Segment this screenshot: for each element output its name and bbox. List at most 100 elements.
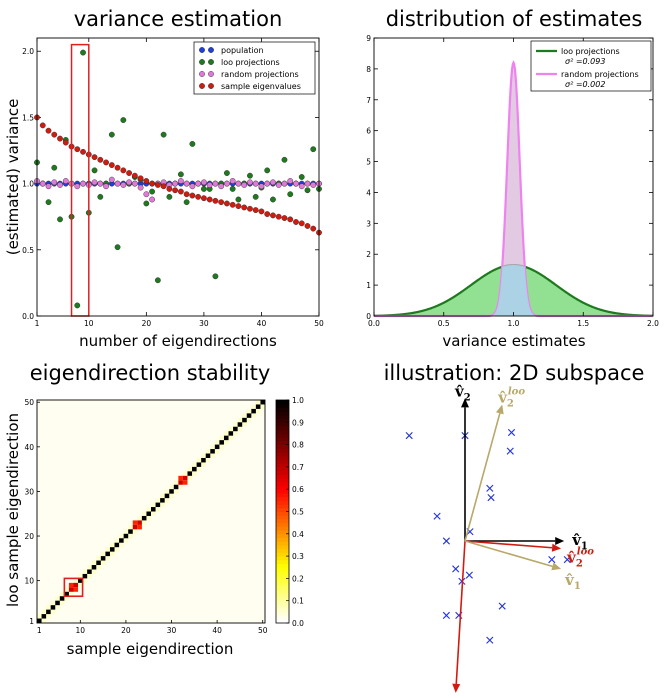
vector-v1-random bbox=[464, 540, 553, 568]
heatmap-cell bbox=[219, 444, 224, 450]
heatmap-cell bbox=[59, 591, 65, 597]
heatmap-cell bbox=[210, 453, 215, 458]
heatmap-cell bbox=[100, 556, 106, 561]
heatmap-cell bbox=[141, 515, 147, 521]
colorbar-cell bbox=[276, 444, 289, 449]
vector-label-superscript: loo bbox=[577, 546, 594, 557]
heatmap-cell bbox=[223, 440, 229, 445]
point-random-projections bbox=[298, 183, 305, 190]
point-random-projections bbox=[120, 182, 127, 188]
colorbar-label: 0.9 bbox=[292, 418, 304, 427]
variance-estimation-ylabel: (estimated) variance bbox=[4, 99, 22, 256]
data-point bbox=[506, 447, 514, 455]
heatmap-cell bbox=[214, 449, 220, 454]
point-random-projections bbox=[229, 178, 236, 184]
point-loo-projections bbox=[229, 186, 236, 192]
heatmap-cell bbox=[151, 511, 156, 516]
point-loo-projections bbox=[200, 186, 207, 192]
point-loo-projections bbox=[74, 302, 81, 309]
point-loo-projections bbox=[114, 244, 121, 251]
heatmap-cell bbox=[96, 560, 101, 566]
point-sample-eigenvalues bbox=[160, 183, 167, 190]
point-loo-projections bbox=[149, 188, 156, 195]
heatmap-cell bbox=[132, 520, 138, 525]
legend-marker bbox=[199, 71, 205, 77]
heatmap-cell bbox=[73, 587, 79, 592]
point-random-projections bbox=[183, 180, 190, 187]
heatmap-cell bbox=[196, 457, 202, 463]
stability-xlabel: sample eigendirection bbox=[67, 640, 234, 658]
heatmap-cell bbox=[105, 556, 110, 561]
heatmap-cell bbox=[119, 542, 124, 548]
x-tick-label: 30 bbox=[199, 319, 209, 328]
colorbar-cell bbox=[276, 474, 289, 479]
heatmap-cell bbox=[119, 538, 124, 543]
point-sample-eigenvalues bbox=[195, 193, 202, 200]
point-random-projections bbox=[287, 178, 294, 184]
point-loo-projections bbox=[57, 216, 63, 223]
heatmap-cell bbox=[55, 605, 60, 610]
plot-frame bbox=[36, 37, 320, 317]
heatmap-cell bbox=[178, 484, 183, 490]
point-sample-eigenvalues bbox=[57, 135, 63, 142]
data-point-stroke bbox=[486, 636, 494, 644]
heatmap-cell bbox=[41, 618, 47, 623]
heatmap-cell bbox=[160, 502, 165, 508]
heatmap-cell bbox=[205, 453, 211, 458]
point-sample-eigenvalues bbox=[206, 196, 213, 203]
y-tick-label: 4 bbox=[366, 188, 371, 197]
heatmap-cell bbox=[96, 565, 101, 570]
colorbar-cell bbox=[276, 511, 289, 516]
point-random-projections bbox=[74, 183, 81, 190]
heatmap-cell bbox=[219, 440, 224, 445]
heatmap-cell bbox=[201, 462, 206, 467]
colorbar-cell bbox=[276, 518, 289, 524]
heatmap-cell bbox=[228, 426, 234, 432]
x-tick-label: 1 bbox=[37, 626, 42, 635]
heatmap-cell bbox=[105, 551, 110, 557]
y-tick-label: 5 bbox=[366, 158, 371, 167]
heatmap-cell bbox=[123, 538, 129, 543]
point-sample-eigenvalues bbox=[108, 162, 115, 168]
point-loo-projections bbox=[108, 131, 115, 138]
heatmap-cell bbox=[114, 542, 120, 548]
heatmap-cell bbox=[155, 502, 161, 508]
colorbar-cell bbox=[276, 466, 289, 472]
point-random-projections bbox=[200, 179, 207, 186]
data-point-stroke bbox=[498, 602, 506, 610]
vector-v2-loo-head bbox=[551, 543, 562, 552]
x-tick-label: 40 bbox=[212, 626, 222, 635]
colorbar-cell bbox=[276, 537, 289, 542]
point-sample-eigenvalues bbox=[247, 205, 253, 212]
y-tick-label: 20 bbox=[24, 532, 34, 541]
data-point-stroke bbox=[442, 537, 450, 545]
heatmap-cell bbox=[201, 453, 206, 458]
point-sample-eigenvalues bbox=[270, 212, 276, 219]
colorbar-cell bbox=[276, 615, 289, 620]
colorbar-label: 0.6 bbox=[292, 485, 304, 494]
heatmap-cell bbox=[146, 507, 151, 512]
distribution-title: distribution of estimates bbox=[386, 7, 643, 31]
heatmap-cell bbox=[151, 507, 156, 512]
point-random-projections bbox=[103, 183, 109, 190]
point-sample-eigenvalues bbox=[131, 172, 138, 179]
point-random-projections bbox=[293, 180, 299, 187]
heatmap-cell bbox=[233, 422, 238, 427]
heatmap-cell bbox=[68, 582, 74, 588]
point-sample-eigenvalues bbox=[264, 211, 271, 217]
x-tick-label: 10 bbox=[84, 319, 94, 328]
heatmap-cell bbox=[109, 542, 115, 548]
y-tick-label: 9 bbox=[366, 34, 371, 43]
point-random-projections bbox=[258, 183, 265, 190]
point-sample-eigenvalues bbox=[212, 197, 219, 204]
point-loo-projections bbox=[177, 171, 184, 178]
data-point-stroke bbox=[548, 556, 556, 564]
heatmap-cell bbox=[137, 515, 142, 521]
heatmap-cell bbox=[187, 466, 193, 472]
heatmap-cell bbox=[169, 489, 174, 494]
point-sample-eigenvalues bbox=[97, 156, 104, 163]
heatmap-cell bbox=[187, 475, 193, 481]
colorbar-cell bbox=[276, 600, 289, 605]
data-point-stroke bbox=[405, 432, 413, 440]
colorbar-cell bbox=[276, 429, 289, 434]
